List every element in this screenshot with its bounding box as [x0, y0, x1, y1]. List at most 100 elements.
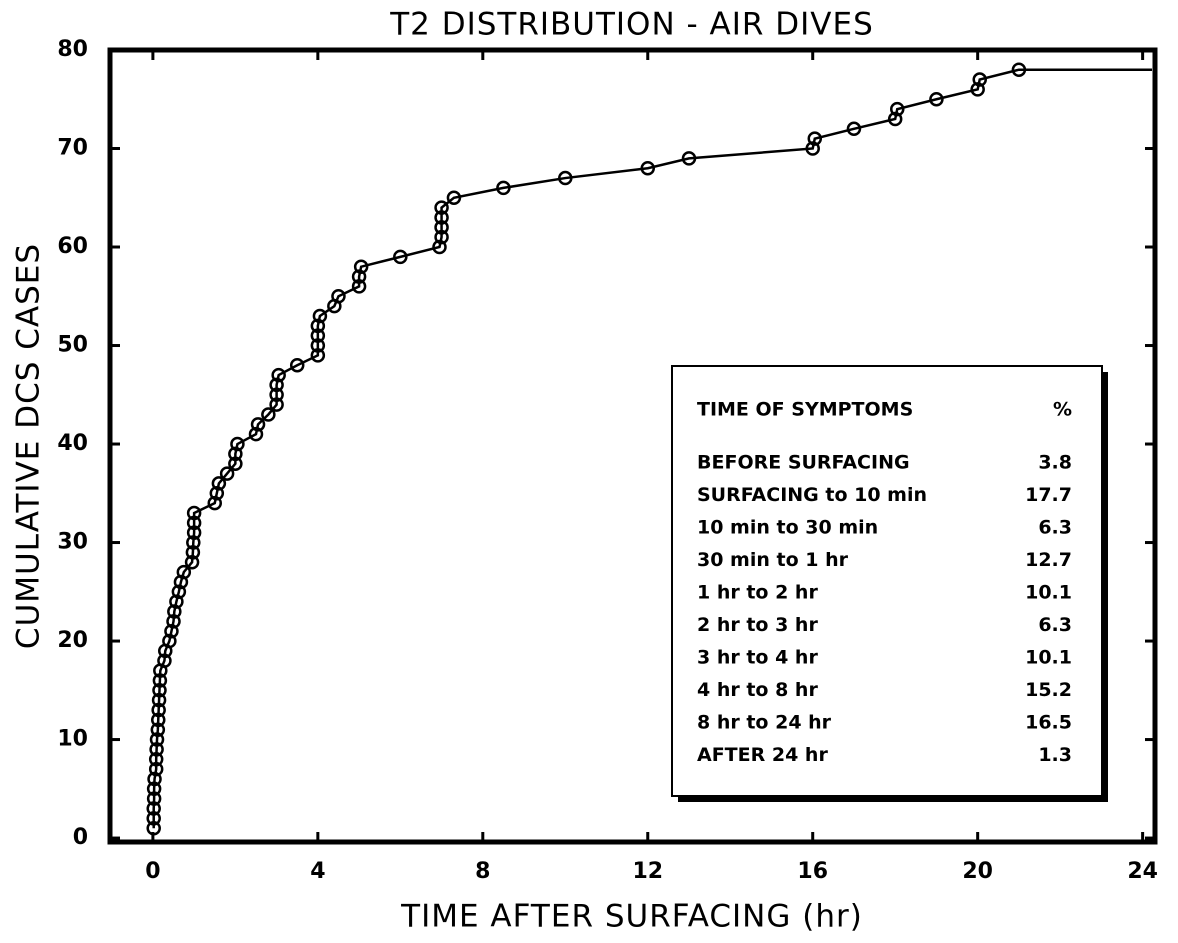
- data-point: [150, 722, 166, 737]
- data-point: [157, 653, 172, 668]
- table-cell: BEFORE SURFACING: [697, 452, 910, 474]
- table-cell: 2 hr to 3 hr: [697, 614, 818, 636]
- data-point: [176, 564, 192, 580]
- data-point: [269, 397, 284, 412]
- y-tick-label: 20: [57, 628, 88, 653]
- x-tick-label: 24: [1127, 859, 1158, 884]
- data-point: [228, 456, 243, 471]
- data-point: [162, 633, 177, 649]
- x-tick-label: 0: [145, 859, 160, 884]
- data-point: [331, 289, 346, 304]
- data-point: [972, 72, 987, 87]
- x-tick-label: 20: [962, 859, 993, 884]
- data-point: [207, 495, 222, 511]
- data-point: [228, 446, 243, 462]
- x-tick-label: 16: [797, 859, 828, 884]
- data-point: [147, 771, 162, 787]
- table-cell: 3 hr to 4 hr: [697, 647, 818, 669]
- data-point: [219, 466, 235, 481]
- data-point: [186, 525, 202, 540]
- table-cell: 3.8: [1038, 452, 1072, 474]
- table-cell: 8 hr to 24 hr: [697, 712, 832, 734]
- data-point: [353, 259, 369, 274]
- y-axis-title: CUMULATIVE DCS CASES: [11, 243, 47, 649]
- table-header: %: [1053, 399, 1072, 421]
- x-axis-title: TIME AFTER SURFACING (hr): [400, 899, 863, 935]
- table-cell: 16.5: [1025, 712, 1072, 734]
- table-cell: 6.3: [1038, 517, 1072, 539]
- chart-title: T2 DISTRIBUTION - AIR DIVES: [389, 7, 874, 43]
- y-tick-label: 30: [57, 530, 88, 555]
- data-point: [169, 594, 184, 609]
- legend-box: [671, 365, 1103, 797]
- data-point: [152, 673, 168, 688]
- data-point: [261, 407, 276, 422]
- table-cell: 10.1: [1025, 647, 1072, 669]
- data-point: [250, 417, 266, 432]
- y-tick-label: 0: [73, 825, 88, 850]
- data-point: [150, 712, 166, 728]
- data-point: [312, 308, 328, 324]
- data-point: [186, 505, 202, 521]
- table-cell: 10.1: [1025, 582, 1072, 604]
- data-point: [167, 604, 182, 619]
- data-point: [184, 554, 200, 570]
- data-point: [432, 239, 447, 255]
- data-point: [211, 476, 227, 491]
- data-point: [807, 131, 823, 146]
- table-cell: SURFACING to 10 min: [697, 484, 927, 506]
- x-tick-label: 4: [310, 859, 325, 884]
- data-point: [271, 367, 286, 383]
- data-point: [890, 101, 905, 117]
- data-point: [558, 170, 573, 186]
- data-point: [146, 811, 161, 826]
- data-point: [351, 269, 367, 284]
- y-tick-label: 60: [57, 234, 88, 259]
- x-tick-label: 8: [475, 859, 490, 884]
- data-point: [310, 348, 326, 363]
- data-point: [151, 692, 167, 708]
- data-point: [151, 702, 166, 718]
- data-point: [446, 190, 462, 206]
- data-point: [248, 426, 264, 442]
- data-point: [393, 249, 408, 265]
- data-point: [310, 328, 326, 343]
- data-point: [805, 141, 820, 156]
- data-point: [146, 781, 162, 797]
- data-point: [149, 742, 164, 757]
- table-cell: 1.3: [1038, 744, 1072, 766]
- data-point: [146, 820, 161, 836]
- data-point: [269, 387, 284, 403]
- table-cell: 17.7: [1025, 484, 1072, 506]
- y-tick-label: 10: [57, 727, 88, 752]
- table-cell: 1 hr to 2 hr: [697, 582, 818, 604]
- data-point: [887, 111, 903, 127]
- data-point: [171, 584, 187, 600]
- data-point: [970, 82, 985, 97]
- data-point: [166, 614, 181, 629]
- data-point: [164, 623, 179, 639]
- data-point: [289, 357, 305, 373]
- data-point: [186, 535, 201, 550]
- y-tick-label: 80: [57, 37, 88, 62]
- table-cell: 15.2: [1025, 679, 1072, 701]
- y-tick-label: 70: [57, 136, 88, 161]
- y-tick-label: 50: [57, 333, 88, 358]
- data-point: [496, 180, 511, 196]
- table-cell: 10 min to 30 min: [697, 517, 878, 539]
- table-cell: 12.7: [1025, 549, 1072, 571]
- table-header: TIME OF SYMPTOMS: [697, 399, 913, 421]
- data-point: [310, 318, 326, 334]
- data-point: [148, 752, 164, 767]
- data-point: [269, 377, 284, 393]
- data-point: [209, 486, 225, 501]
- data-point: [929, 92, 944, 107]
- data-point: [152, 683, 167, 698]
- table-cell: 30 min to 1 hr: [697, 549, 849, 571]
- data-point: [351, 279, 367, 294]
- table-cell: AFTER 24 hr: [697, 744, 828, 766]
- plot-frame: [107, 47, 1158, 845]
- data-point: [230, 436, 245, 452]
- data-point: [681, 151, 697, 166]
